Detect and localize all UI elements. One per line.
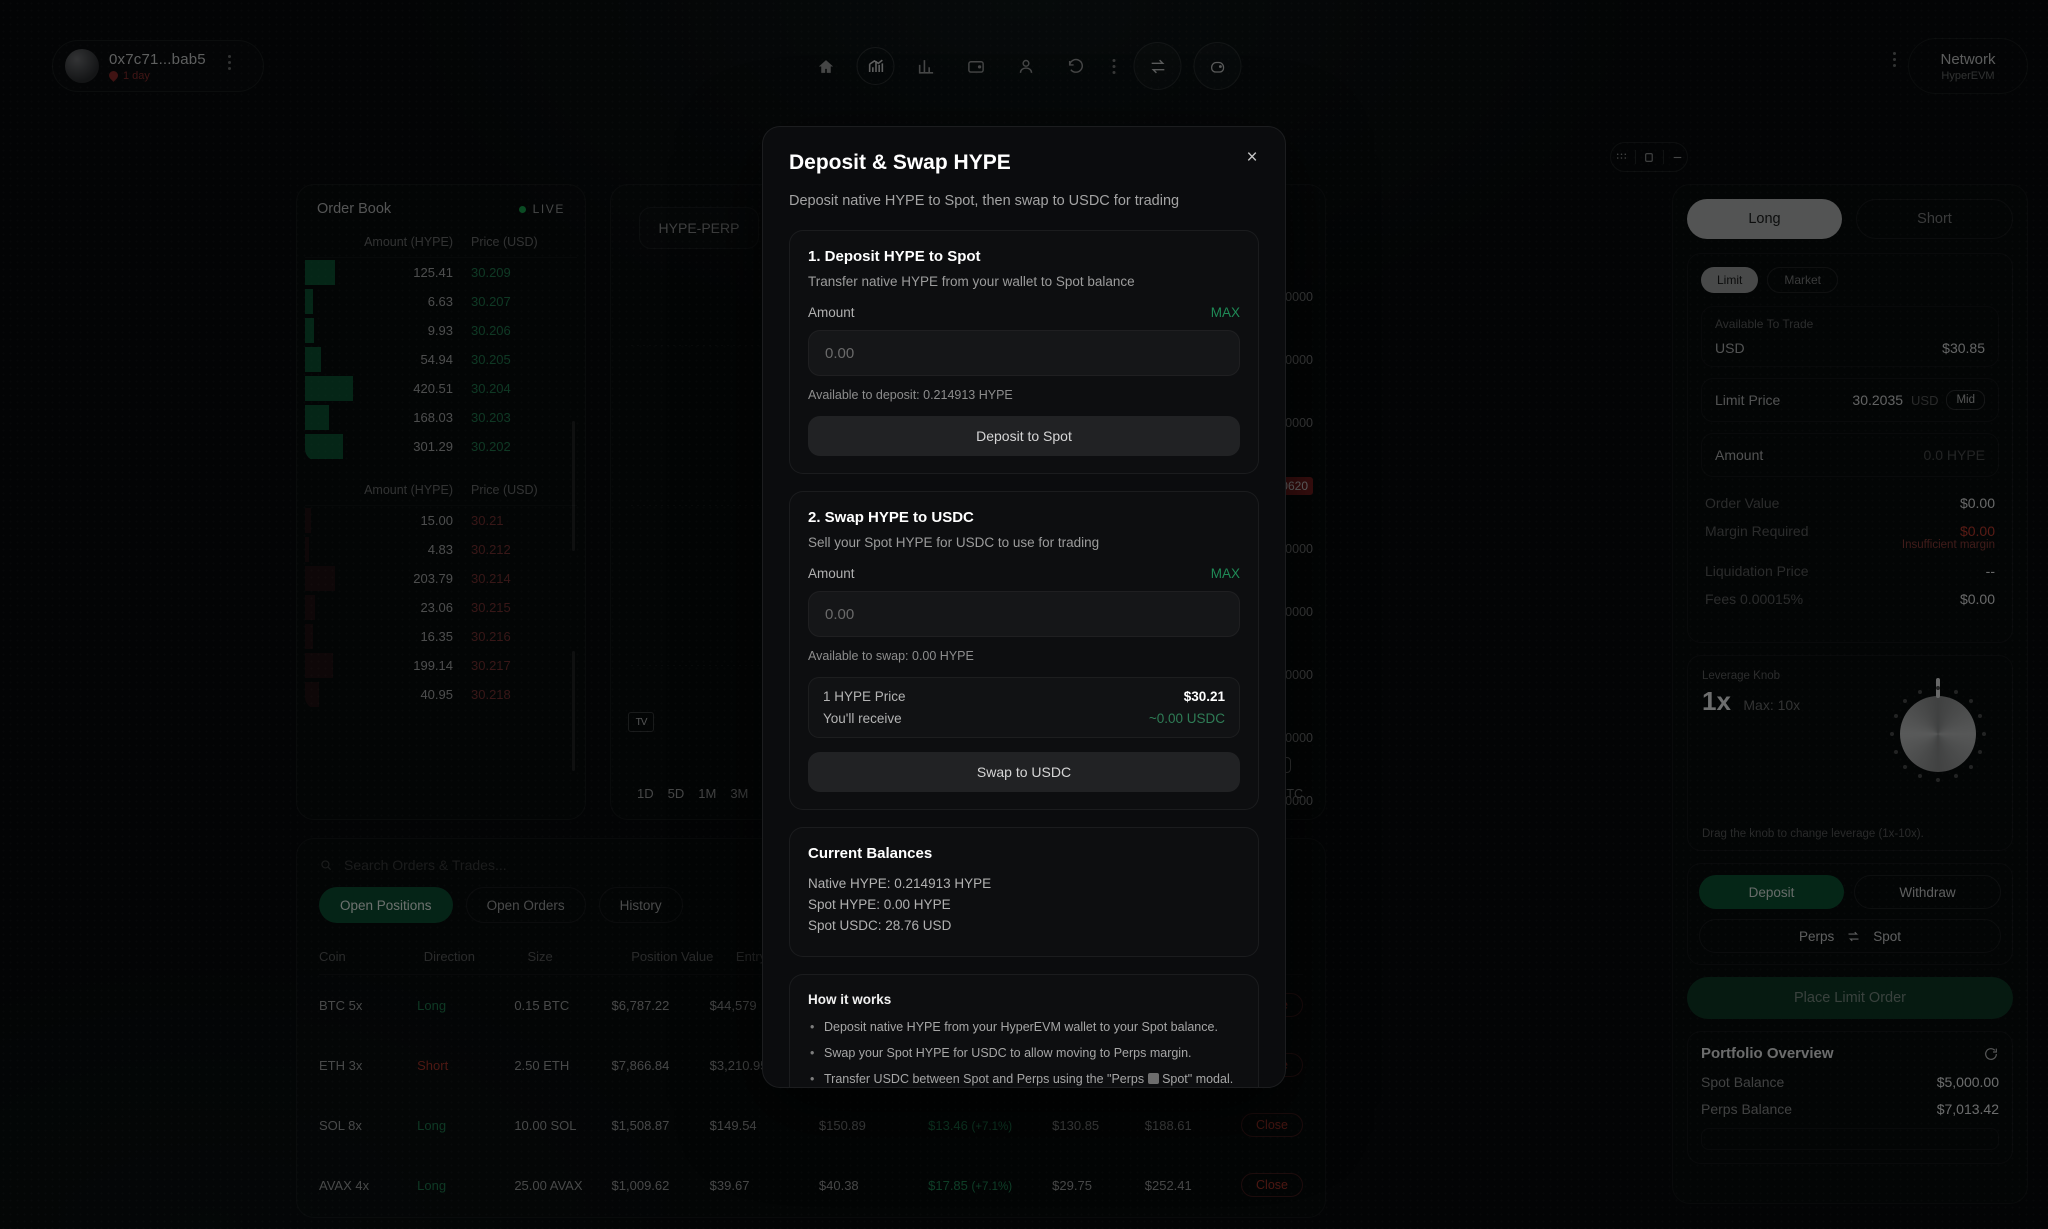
balances-title: Current Balances (808, 845, 933, 862)
balance-line: Spot HYPE: 0.00 HYPE (808, 897, 951, 912)
step1-heading: 1. Deposit HYPE to Spot (808, 248, 981, 265)
how-it-works-item: Deposit native HYPE from your HyperEVM w… (808, 1019, 1240, 1036)
current-balances-card: Current Balances Native HYPE: 0.214913 H… (789, 827, 1259, 957)
modal-subtitle: Deposit native HYPE to Spot, then swap t… (789, 193, 1180, 209)
step2-max-button[interactable]: MAX (1210, 566, 1240, 581)
step1-amount-row: Amount MAX (808, 305, 1240, 320)
how-it-works-title: How it works (808, 992, 892, 1007)
deposit-to-spot-button[interactable]: Deposit to Spot (808, 416, 1240, 456)
modal-title: Deposit & Swap HYPE (789, 151, 1011, 174)
balance-line: Native HYPE: 0.214913 HYPE (808, 876, 992, 891)
swap-to-usdc-button[interactable]: Swap to USDC (808, 752, 1240, 792)
deposit-swap-modal: × Deposit & Swap HYPE Deposit native HYP… (762, 126, 1286, 1088)
hype-price-row: 1 HYPE Price $30.21 (823, 689, 1225, 704)
step1-desc: Transfer native HYPE from your wallet to… (808, 274, 1135, 289)
how-it-works-card: How it works Deposit native HYPE from yo… (789, 974, 1259, 1087)
swap-step-card: 2. Swap HYPE to USDC Sell your Spot HYPE… (789, 491, 1259, 810)
step2-heading: 2. Swap HYPE to USDC (808, 509, 974, 526)
step1-amount-label: Amount (808, 305, 855, 320)
receive-value: ~0.00 USDC (1148, 711, 1225, 726)
how-it-works-item3-pre: Transfer USDC between Spot and Perps usi… (824, 1071, 1148, 1086)
step2-available: Available to swap: 0.00 HYPE (808, 649, 974, 663)
how-it-works-item3-post: Spot" modal. (1158, 1071, 1234, 1086)
swap-glyph-icon (1147, 1072, 1159, 1084)
step1-available: Available to deposit: 0.214913 HYPE (808, 388, 1013, 402)
swap-quote-box: 1 HYPE Price $30.21 You'll receive ~0.00… (808, 677, 1240, 738)
step2-amount-input[interactable]: 0.00 (808, 591, 1240, 637)
hype-price-label: 1 HYPE Price (823, 689, 906, 704)
step2-amount-row: Amount MAX (808, 566, 1240, 581)
step2-desc: Sell your Spot HYPE for USDC to use for … (808, 535, 1100, 550)
deposit-step-card: 1. Deposit HYPE to Spot Transfer native … (789, 230, 1259, 474)
receive-row: You'll receive ~0.00 USDC (823, 711, 1225, 726)
how-it-works-item: Swap your Spot HYPE for USDC to allow mo… (808, 1045, 1240, 1062)
receive-label: You'll receive (823, 711, 902, 726)
step1-amount-input[interactable]: 0.00 (808, 330, 1240, 376)
step1-max-button[interactable]: MAX (1210, 305, 1240, 320)
balance-line: Spot USDC: 28.76 USD (808, 918, 952, 933)
step2-amount-label: Amount (808, 566, 855, 581)
hype-price-value: $30.21 (1183, 689, 1225, 704)
how-it-works-item: Transfer USDC between Spot and Perps usi… (808, 1071, 1240, 1087)
close-icon[interactable]: × (1246, 147, 1258, 168)
